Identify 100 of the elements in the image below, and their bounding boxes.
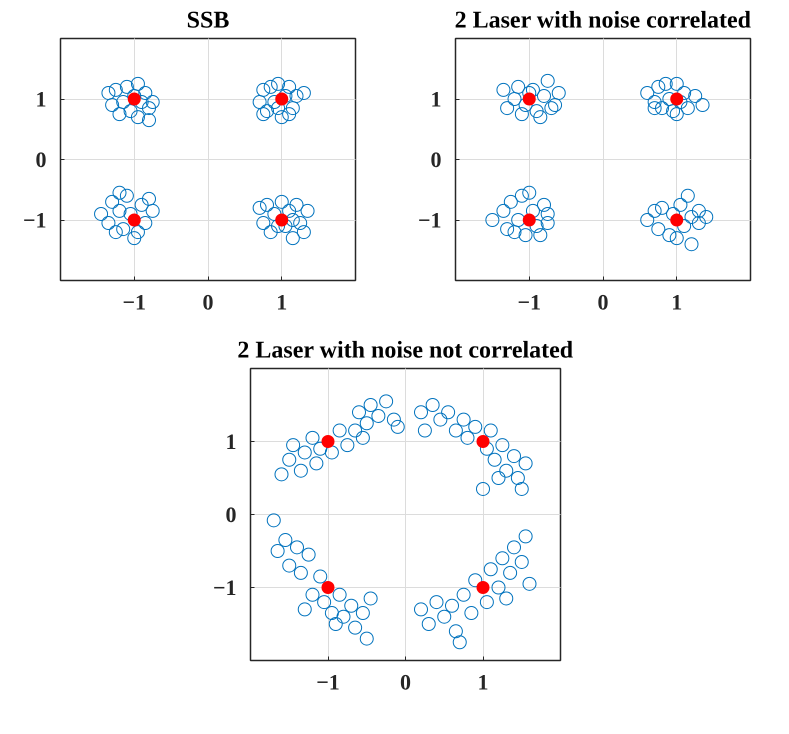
- x-tick-label: 0: [400, 670, 411, 694]
- point: [296, 225, 311, 240]
- chart-title: SSB: [186, 8, 230, 34]
- point: [508, 92, 522, 106]
- point: [673, 198, 688, 212]
- point: [286, 101, 300, 116]
- point: [511, 213, 526, 227]
- point: [544, 101, 558, 116]
- point: [290, 88, 304, 103]
- point: [260, 104, 274, 118]
- point: [651, 222, 666, 236]
- point: [278, 219, 292, 234]
- point: [120, 188, 134, 203]
- point: [670, 92, 684, 106]
- point: [692, 204, 706, 218]
- point: [670, 107, 684, 122]
- y-tick-label: −1: [212, 575, 237, 600]
- point: [138, 216, 152, 230]
- point: [508, 225, 522, 240]
- point: [101, 216, 116, 230]
- point: [124, 206, 138, 221]
- point: [648, 95, 662, 110]
- point: [518, 98, 533, 112]
- point: [112, 186, 126, 200]
- point: [112, 107, 126, 122]
- point: [537, 88, 551, 103]
- point: [101, 86, 116, 100]
- x-tick-label: 1: [478, 670, 488, 694]
- point: [120, 80, 134, 94]
- point: [522, 214, 536, 226]
- point: [128, 214, 141, 226]
- x-tick-label: 0: [598, 290, 608, 314]
- point: [290, 198, 304, 212]
- point: [662, 228, 676, 242]
- point: [108, 225, 123, 240]
- point: [680, 188, 695, 203]
- point: [142, 192, 156, 206]
- point: [130, 76, 145, 91]
- point: [134, 198, 149, 212]
- point: [655, 200, 669, 215]
- point: [130, 110, 145, 124]
- point: [648, 101, 662, 116]
- chart-title: 2 Laser with noise correlated: [454, 8, 752, 34]
- point: [655, 101, 669, 116]
- point: [552, 86, 566, 100]
- point: [522, 92, 536, 106]
- point: [282, 80, 296, 94]
- point: [530, 104, 544, 118]
- y-tick-label: −1: [418, 208, 442, 232]
- point: [267, 206, 282, 221]
- point: [256, 216, 270, 230]
- point: [274, 110, 289, 124]
- point: [256, 107, 270, 122]
- point: [300, 204, 315, 218]
- point: [252, 95, 267, 110]
- y-tick-label: 0: [226, 502, 236, 527]
- point: [138, 86, 152, 100]
- point: [670, 76, 684, 91]
- point: [514, 107, 529, 122]
- point: [146, 95, 160, 110]
- point: [128, 92, 141, 106]
- point: [271, 76, 286, 91]
- x-tick-label: −1: [316, 670, 340, 694]
- point: [134, 95, 149, 110]
- point: [533, 110, 548, 124]
- point: [666, 104, 680, 118]
- point: [640, 86, 654, 100]
- y-tick-label: 1: [226, 429, 236, 454]
- point: [500, 101, 514, 116]
- point: [640, 213, 654, 227]
- point: [688, 88, 702, 103]
- point: [518, 228, 533, 242]
- point: [278, 88, 292, 103]
- point: [548, 98, 562, 112]
- point: [296, 86, 311, 100]
- point: [105, 194, 120, 209]
- point: [511, 80, 526, 94]
- y-tick-label: 0: [430, 147, 442, 172]
- point: [260, 198, 274, 212]
- point: [670, 214, 684, 226]
- point: [684, 237, 698, 252]
- point: [648, 204, 662, 218]
- y-tick-label: 0: [36, 147, 46, 172]
- point: [670, 231, 684, 246]
- point: [282, 107, 296, 122]
- point: [142, 113, 156, 128]
- point: [116, 222, 130, 236]
- point: [651, 80, 666, 94]
- point: [105, 98, 120, 112]
- point: [94, 206, 108, 221]
- point: [485, 213, 500, 227]
- point: [496, 82, 510, 97]
- point: [286, 231, 300, 246]
- point: [271, 101, 286, 116]
- x-tick-label: −1: [122, 290, 146, 314]
- point: [252, 200, 267, 215]
- y-tick-label: −1: [22, 208, 47, 232]
- x-tick-label: 1: [671, 290, 682, 314]
- point: [130, 225, 145, 240]
- point: [514, 188, 529, 203]
